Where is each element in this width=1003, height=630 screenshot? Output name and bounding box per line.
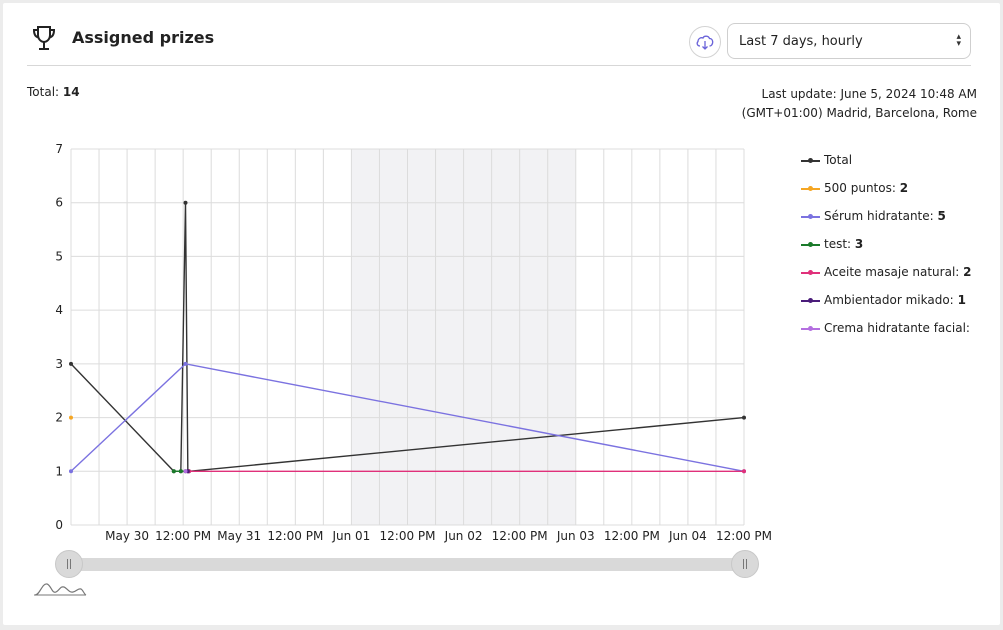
- data-point: [69, 469, 73, 474]
- select-caret-icon: ▴ ▾: [956, 32, 961, 49]
- legend-label: Crema hidratante facial:: [824, 321, 970, 335]
- x-tick-label: 12:00 PM: [716, 529, 772, 543]
- x-tick-label: Jun 02: [444, 529, 483, 543]
- x-tick-label: 12:00 PM: [267, 529, 323, 543]
- legend-label: Sérum hidratante: 5: [824, 209, 946, 223]
- data-point: [183, 200, 188, 205]
- download-button[interactable]: [689, 26, 721, 58]
- legend-swatch: [801, 326, 820, 331]
- legend-value: 5: [937, 209, 946, 223]
- page-title: Assigned prizes: [72, 28, 215, 47]
- x-tick-label: 12:00 PM: [155, 529, 211, 543]
- legend-label-text: Ambientador mikado:: [824, 293, 954, 307]
- legend-swatch: [801, 242, 820, 247]
- legend-label-text: 500 puntos:: [824, 181, 896, 195]
- x-tick-label: Jun 04: [668, 529, 707, 543]
- total-summary: Total: 14: [27, 85, 80, 99]
- y-tick-label: 3: [55, 357, 63, 371]
- legend-swatch: [801, 158, 820, 163]
- data-point: [69, 415, 73, 420]
- legend-label-text: test:: [824, 237, 852, 251]
- overview-chart-icon: [34, 583, 87, 596]
- total-value: 14: [62, 85, 80, 99]
- data-point: [183, 469, 188, 474]
- legend-label: Aceite masaje natural: 2: [824, 265, 972, 279]
- y-tick-label: 0: [55, 518, 63, 532]
- trophy-icon: [32, 26, 56, 50]
- legend-swatch: [801, 298, 820, 303]
- data-point: [171, 469, 176, 474]
- y-tick-label: 1: [55, 464, 63, 478]
- x-tick-label: 12:00 PM: [380, 529, 436, 543]
- x-tick-label: Jun 03: [556, 529, 595, 543]
- data-point: [742, 415, 746, 420]
- legend-label: 500 puntos: 2: [824, 181, 908, 195]
- y-tick-label: 4: [55, 303, 63, 317]
- data-point: [178, 469, 183, 474]
- data-point: [183, 361, 188, 366]
- time-range-select[interactable]: Last 7 days, hourly ▴ ▾: [727, 23, 971, 59]
- x-tick-label: May 30: [105, 529, 149, 543]
- legend-swatch: [801, 186, 820, 191]
- legend-value: 3: [854, 237, 864, 251]
- legend-label: Total: [824, 153, 852, 167]
- card-header: Assigned prizes Last 7 days, hourly ▴ ▾: [27, 22, 971, 66]
- data-point: [69, 361, 73, 366]
- range-slider-start-handle[interactable]: [55, 550, 83, 578]
- x-tick-label: Jun 01: [331, 529, 370, 543]
- x-tick-label: 12:00 PM: [492, 529, 548, 543]
- legend-value: 2: [963, 265, 972, 279]
- x-tick-label: 12:00 PM: [604, 529, 660, 543]
- legend-label-text: Total: [824, 153, 853, 167]
- range-slider-track[interactable]: [68, 558, 746, 571]
- legend-label: test: 3: [824, 237, 863, 251]
- data-point: [742, 469, 746, 474]
- y-tick-label: 7: [55, 142, 63, 156]
- legend-swatch: [801, 214, 820, 219]
- range-slider-end-handle[interactable]: [731, 550, 759, 578]
- x-tick-label: May 31: [217, 529, 261, 543]
- last-update: Last update: June 5, 2024 10:48 AM (GMT+…: [742, 85, 977, 123]
- cloud-download-icon: [696, 35, 714, 50]
- legend-label: Ambientador mikado: 1: [824, 293, 966, 307]
- legend-label-text: Sérum hidratante:: [824, 209, 934, 223]
- legend-value: 2: [899, 181, 909, 195]
- last-update-line1: Last update: June 5, 2024 10:48 AM: [761, 87, 977, 101]
- last-update-line2: (GMT+01:00) Madrid, Barcelona, Rome: [741, 106, 977, 120]
- legend-label-text: Crema hidratante facial:: [824, 321, 970, 335]
- legend-label-text: Aceite masaje natural:: [824, 265, 960, 279]
- time-range-value: Last 7 days, hourly: [739, 34, 863, 49]
- y-tick-label: 2: [55, 411, 63, 425]
- y-tick-label: 5: [55, 249, 63, 263]
- total-label: Total:: [27, 85, 60, 99]
- y-tick-label: 6: [55, 196, 63, 210]
- legend-swatch: [801, 270, 820, 275]
- legend-value: 1: [957, 293, 966, 307]
